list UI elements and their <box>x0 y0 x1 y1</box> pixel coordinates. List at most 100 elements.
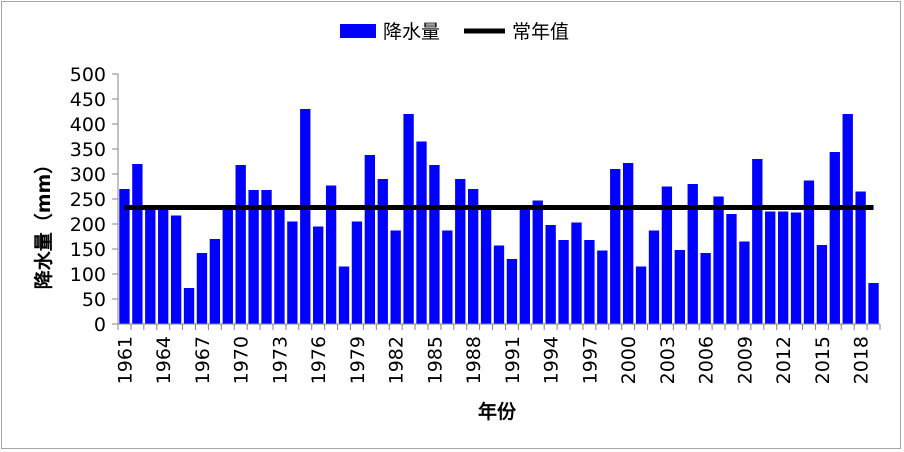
bar-1961 <box>119 189 130 324</box>
x-tick-label: 1991 <box>502 336 524 384</box>
y-tick-label: 350 <box>70 139 106 161</box>
bar-1965 <box>170 215 182 324</box>
bar-2013 <box>790 212 802 324</box>
bar-2010 <box>752 159 763 324</box>
y-tick-label: 250 <box>70 189 106 211</box>
bar-2003 <box>661 186 673 324</box>
x-axis-title: 年份 <box>478 400 517 423</box>
bar-2009 <box>739 241 750 324</box>
bar-2001 <box>635 266 647 324</box>
x-axis-ticks: 1961 1964 1967 1970 1973 1976 1979 1982 1985 1988… <box>114 324 881 384</box>
bar-1980 <box>364 155 376 324</box>
x-tick-label: 2003 <box>657 336 679 384</box>
bar-1972 <box>261 190 272 324</box>
bar-1997 <box>584 240 595 324</box>
bar-1984 <box>416 141 427 324</box>
x-tick-label: 2009 <box>734 336 756 384</box>
x-tick-label: 1982 <box>386 336 408 384</box>
bar-1976 <box>313 226 324 324</box>
bar-1977 <box>325 185 337 324</box>
x-tick-label: 2000 <box>618 336 640 384</box>
bar-1987 <box>455 179 466 324</box>
bar-2016 <box>829 152 840 324</box>
legend: 降水量 常年值 <box>340 21 569 43</box>
bar-2011 <box>765 211 776 324</box>
bar-1971 <box>248 190 259 324</box>
bar-1988 <box>468 189 479 324</box>
bar-1991 <box>506 259 518 324</box>
bar-1981 <box>377 179 388 324</box>
y-axis-ticks: 0 50 100 150 200 250 300 350 400 450 500 <box>70 64 118 336</box>
bar-2005 <box>687 184 698 324</box>
y-tick-label: 50 <box>82 289 106 311</box>
bar-1999 <box>610 169 621 324</box>
legend-label-normal: 常年值 <box>512 21 569 43</box>
bar-2017 <box>842 114 853 324</box>
bar-1998 <box>597 250 608 324</box>
x-tick-label: 1985 <box>424 336 446 384</box>
bar-1979 <box>351 221 363 324</box>
bar-2000 <box>622 163 634 324</box>
x-tick-label: 2018 <box>851 336 873 384</box>
x-tick-label: 2015 <box>812 336 834 384</box>
bar-1970 <box>235 165 246 324</box>
bar-1978 <box>338 266 350 324</box>
x-tick-label: 1994 <box>541 336 563 384</box>
bar-1968 <box>209 239 221 324</box>
x-tick-label: 2012 <box>773 336 795 384</box>
y-tick-label: 450 <box>70 89 106 111</box>
bar-2015 <box>816 245 828 324</box>
bar-2018 <box>855 191 866 324</box>
y-tick-label: 150 <box>70 239 106 261</box>
bar-2002 <box>648 230 660 324</box>
bar-1973 <box>274 209 285 324</box>
bar-1989 <box>480 208 492 324</box>
bar-2006 <box>700 253 711 324</box>
bar-2019 <box>868 283 879 324</box>
bar-1994 <box>545 225 556 324</box>
bar-series-precipitation <box>119 109 879 324</box>
bar-1983 <box>403 114 414 324</box>
bar-1985 <box>429 165 440 324</box>
bar-1982 <box>390 230 401 324</box>
bar-1966 <box>183 288 195 324</box>
bar-1993 <box>532 200 543 324</box>
y-tick-label: 100 <box>70 264 106 286</box>
bar-2014 <box>803 180 815 324</box>
bar-1964 <box>158 206 169 324</box>
bar-1967 <box>196 253 208 324</box>
y-tick-label: 400 <box>70 114 106 136</box>
x-tick-label: 1979 <box>347 336 369 384</box>
x-tick-label: 2006 <box>696 336 718 384</box>
x-tick-label: 1967 <box>192 336 214 384</box>
bar-1962 <box>132 164 143 324</box>
x-tick-label: 1964 <box>153 336 175 384</box>
y-tick-label: 300 <box>70 164 106 186</box>
y-tick-label: 200 <box>70 214 106 236</box>
bar-2008 <box>726 214 737 324</box>
bar-1969 <box>222 206 233 324</box>
x-tick-label: 1997 <box>579 336 601 384</box>
legend-label-precipitation: 降水量 <box>383 21 440 43</box>
bar-1986 <box>442 230 453 324</box>
x-tick-label: 1976 <box>308 336 330 384</box>
x-tick-label: 1961 <box>114 336 136 384</box>
bar-2007 <box>713 196 724 324</box>
x-tick-label: 1970 <box>231 336 253 384</box>
y-tick-label: 500 <box>70 64 106 86</box>
legend-swatch-precipitation <box>340 24 376 38</box>
bar-1990 <box>493 245 505 324</box>
bar-2012 <box>777 211 789 324</box>
bar-1974 <box>287 221 298 324</box>
x-tick-label: 1988 <box>463 336 485 384</box>
y-tick-label: 0 <box>94 314 106 336</box>
y-axis-title: 降水量（mm） <box>32 155 55 290</box>
bar-1975 <box>300 109 311 324</box>
bar-2004 <box>674 250 685 324</box>
bar-1992 <box>519 209 530 324</box>
bar-1995 <box>558 240 569 324</box>
x-tick-label: 1973 <box>269 336 291 384</box>
bar-1963 <box>145 206 156 324</box>
bar-1996 <box>571 222 582 324</box>
